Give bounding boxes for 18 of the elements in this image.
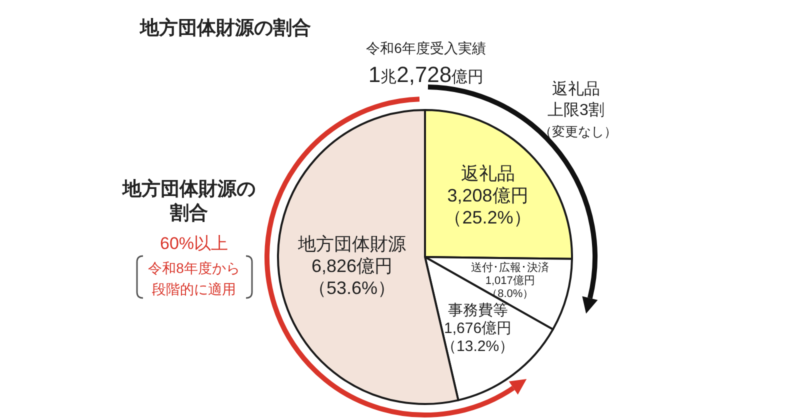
text: 割合 (169, 202, 208, 224)
slice-label: 返礼品 (460, 164, 515, 184)
text: 令和6年度受入実績 (366, 40, 486, 56)
text: 1兆2,728億円 (368, 62, 484, 87)
text: 上限3割 (548, 101, 604, 119)
chart-title: 地方団体財源の割合 (139, 17, 311, 39)
slice-label: 送付･広報･決済 (471, 260, 550, 274)
data-label: 3,208億円（25.2%） (444, 186, 532, 228)
text: （変更なし） (539, 124, 617, 139)
text: 60%以上 (160, 234, 228, 253)
data-label: 1,676億円（13.2%） (442, 320, 514, 356)
text: 令和8年度から (148, 260, 240, 276)
data-label: 6,826億円（53.6%） (308, 256, 396, 298)
slice-label: 事務費等 (448, 302, 508, 320)
text: 地方団体財源の (122, 178, 256, 200)
text: 段階的に適用 (152, 281, 236, 297)
slice-label: 地方団体財源 (296, 234, 406, 254)
text: 返礼品 (552, 80, 600, 98)
